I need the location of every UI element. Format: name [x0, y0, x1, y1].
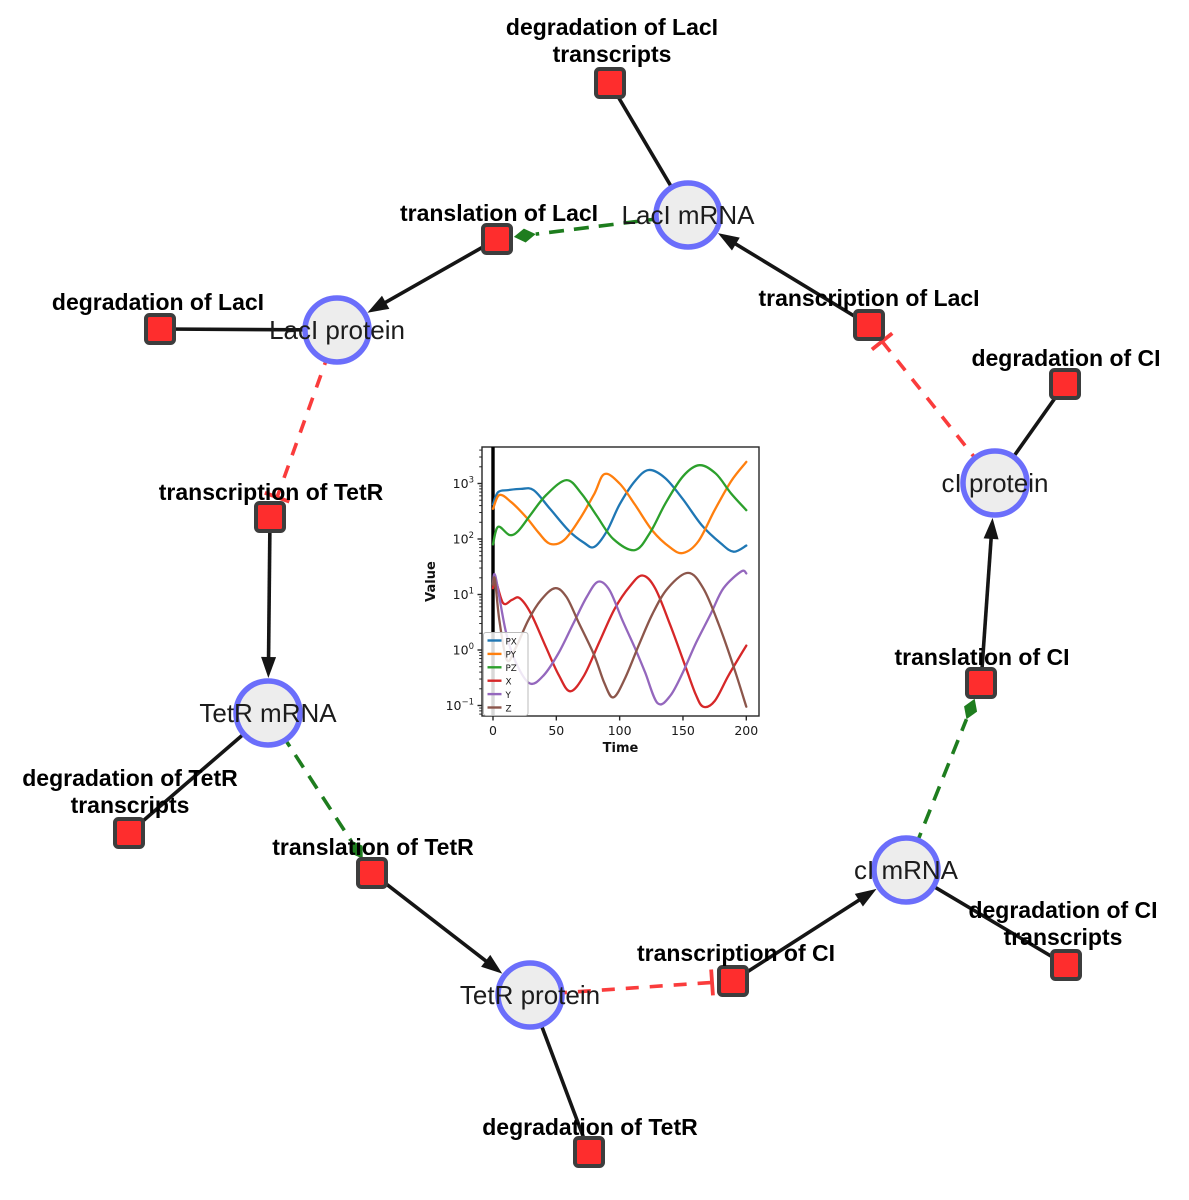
modifier-diamond-icon — [513, 228, 536, 243]
reaction-label-deg-laci-transcripts-line1: degradation of LacI — [506, 14, 718, 40]
chart-legend: PX PY PZ XYZ — [483, 632, 529, 716]
reaction-node-deg-tetr-transcripts — [113, 817, 145, 849]
species-label-laci-protein: LacI protein — [269, 315, 405, 345]
reaction-node-deg-ci — [1049, 368, 1081, 400]
reaction-node-translation-ci — [965, 667, 997, 699]
reaction-label-deg-tetr-transcripts-line2: transcripts — [71, 792, 190, 818]
legend-label-PZ: PZ — [506, 664, 517, 674]
reaction-label-deg-ci-transcripts-line1: degradation of CI — [968, 897, 1157, 923]
reaction-node-deg-laci — [144, 313, 176, 345]
reaction-label-deg-tetr-transcripts-line1: degradation of TetR — [22, 765, 238, 791]
edge-arrow-translation-laci-to-laci-protein — [367, 237, 498, 313]
series-line-PY — [491, 460, 748, 555]
nodes-layer — [113, 67, 1082, 1168]
species-label-tetr-mrna: TetR mRNA — [199, 698, 337, 728]
reaction-node-translation-tetr — [356, 857, 388, 889]
axis-label-value: Value — [424, 561, 439, 602]
edge-arrow-translation-tetr-to-tetr-protein — [370, 871, 503, 974]
reaction-label-deg-laci: degradation of LacI — [52, 289, 264, 315]
reaction-node-transcription-laci — [853, 309, 885, 341]
arrowhead-icon — [481, 954, 503, 974]
x-tick-label: 50 — [548, 723, 564, 738]
inhibition-tee-icon — [709, 969, 715, 996]
legend-label-Y: Y — [505, 691, 512, 701]
x-tick-label: 0 — [489, 723, 497, 738]
reaction-node-transcription-ci — [717, 965, 749, 997]
reaction-label-translation-tetr: translation of TetR — [272, 834, 474, 860]
reaction-label-translation-ci: translation of CI — [894, 644, 1069, 670]
inhibition-tee-icon — [264, 491, 290, 504]
species-label-tetr-protein: TetR protein — [460, 980, 600, 1010]
reaction-node-deg-ci-transcripts — [1050, 949, 1082, 981]
series-line-X — [491, 574, 748, 709]
species-node-ci-mrna — [871, 835, 941, 905]
modifier-diamond-icon — [964, 698, 978, 720]
species-node-ci-protein — [960, 448, 1030, 518]
inhibition-tee-icon — [870, 331, 894, 352]
arrowhead-icon — [367, 295, 390, 313]
arrowhead-icon — [983, 517, 999, 540]
edge-arrow-transcription-ci-to-ci-mrna — [732, 888, 877, 983]
x-tick-label: 150 — [671, 723, 695, 738]
arrowhead-icon — [261, 656, 277, 679]
x-tick-label: 100 — [608, 723, 632, 738]
species-label-ci-mrna: cI mRNA — [854, 855, 959, 885]
reaction-label-deg-ci: degradation of CI — [971, 345, 1160, 371]
reaction-node-translation-laci — [481, 223, 513, 255]
species-node-tetr-protein — [495, 960, 565, 1030]
edge-arrow-transcription-tetr-to-tetr-mrna — [261, 516, 277, 679]
reaction-node-deg-tetr — [573, 1136, 605, 1168]
species-node-laci-protein — [302, 295, 372, 365]
reaction-node-transcription-tetr — [254, 501, 286, 533]
legend-label-PY: PY — [506, 651, 517, 661]
species-node-tetr-mrna — [233, 678, 303, 748]
reaction-label-transcription-ci: transcription of CI — [637, 940, 835, 966]
reaction-label-transcription-laci: transcription of LacI — [758, 285, 979, 311]
reaction-label-transcription-tetr: transcription of TetR — [159, 479, 384, 505]
reaction-node-deg-laci-transcripts — [594, 67, 626, 99]
axis-label-time: Time — [603, 741, 639, 756]
reaction-label-deg-tetr: degradation of TetR — [482, 1114, 698, 1140]
legend-label-PX: PX — [506, 637, 517, 647]
species-label-laci-mrna: LacI mRNA — [622, 200, 756, 230]
species-node-laci-mrna — [653, 180, 723, 250]
edge-arrow-translation-ci-to-ci-protein — [979, 517, 999, 684]
reaction-label-deg-laci-transcripts-line2: transcripts — [553, 41, 672, 67]
reaction-label-translation-laci: translation of LacI — [400, 200, 598, 226]
edge-arrow-transcription-laci-to-laci-mrna — [717, 233, 870, 327]
modifier-diamond-icon — [350, 840, 363, 859]
reaction-label-deg-ci-transcripts-line2: transcripts — [1004, 924, 1123, 950]
series-line-PZ — [491, 464, 748, 552]
arrowhead-icon — [854, 888, 877, 907]
arrowhead-icon — [717, 233, 740, 251]
species-label-ci-protein: cI protein — [942, 468, 1049, 498]
labels-layer: degradation of LacItranscriptstranslatio… — [22, 14, 1160, 1140]
legend-label-X: X — [506, 678, 512, 688]
legend-label-Z: Z — [506, 704, 512, 714]
x-tick-label: 200 — [734, 723, 758, 738]
